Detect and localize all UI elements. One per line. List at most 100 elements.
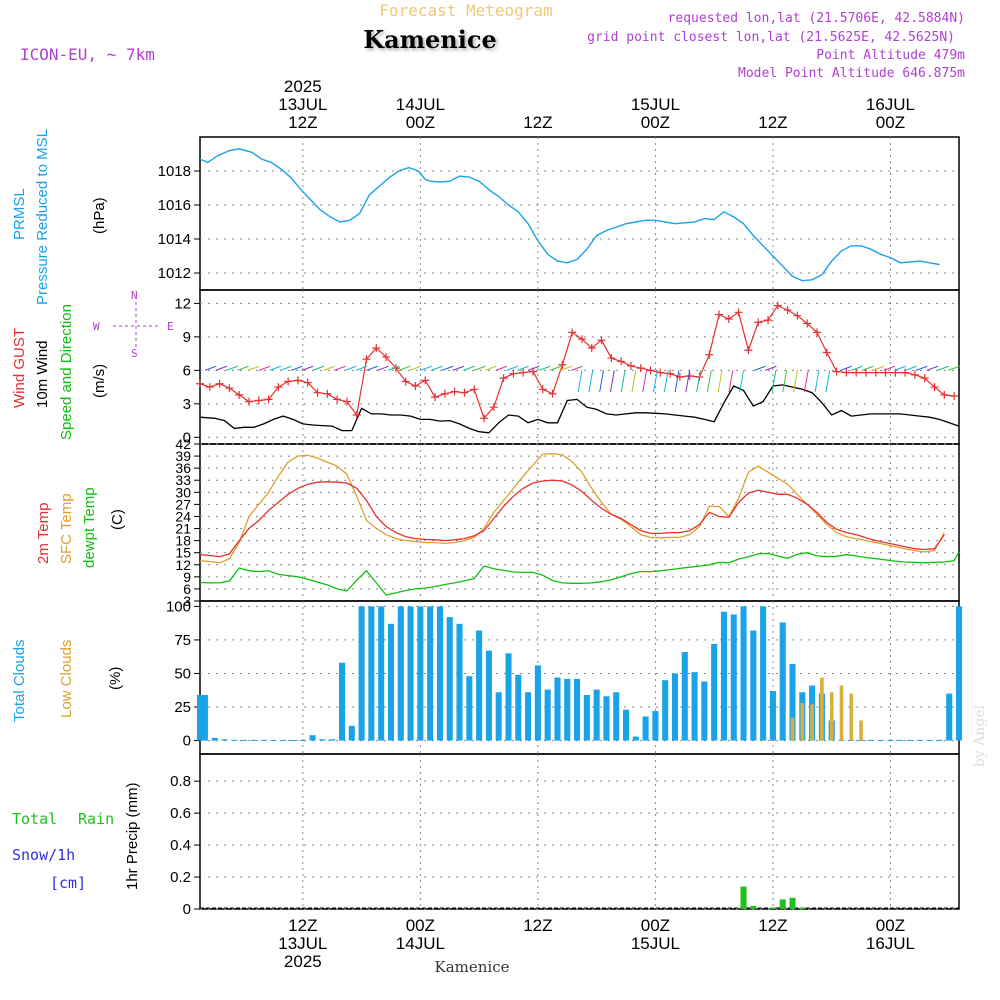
precip-rain-label: Rain [78, 810, 114, 828]
gust-marker [832, 367, 841, 376]
wind-direction-arrow [814, 370, 820, 393]
wind-compass: N W E S [93, 289, 174, 360]
wind-direction-arrow [872, 365, 885, 371]
gust-marker [734, 308, 743, 317]
wind-ytick-label: 12 [174, 295, 191, 312]
total-cloud-bar [936, 739, 943, 741]
gust-marker [685, 371, 694, 380]
total-cloud-bar [681, 652, 688, 741]
temp-dewpt-label: dewpt Temp [81, 487, 98, 568]
wind-direction-arrow [754, 365, 766, 371]
wind-direction-arrow [506, 365, 518, 371]
total-cloud-bar [495, 692, 502, 741]
gust-marker [450, 387, 459, 396]
low-cloud-bar [859, 720, 863, 741]
total-cloud-bar [877, 739, 884, 741]
total-cloud-bar [397, 606, 404, 741]
total-cloud-bar [534, 665, 541, 741]
gust-marker [333, 395, 342, 404]
gust-marker [470, 385, 479, 394]
gust-marker [910, 370, 919, 379]
wind-direction-arrow [344, 365, 357, 371]
total-cloud-bar [622, 709, 630, 741]
clouds-unit: (%) [107, 667, 124, 690]
total-cloud-bar [789, 664, 796, 741]
wind-direction-arrow [915, 365, 928, 371]
total-cloud-bar [525, 692, 532, 741]
precip-unit: 1hr Precip (mm) [124, 782, 141, 890]
wind-direction-arrow [937, 365, 949, 371]
gust-marker [215, 379, 224, 388]
precip-panel: 0 0.2 0.4 0.6 0.8 [170, 753, 960, 918]
total-cloud-bar [662, 680, 669, 741]
total-cloud-bar [926, 739, 933, 741]
precip-ytick-label: 0.4 [170, 837, 191, 854]
wind-direction-arrow [696, 370, 701, 393]
rain-bar [779, 899, 786, 909]
total-cloud-bar [750, 630, 757, 741]
total-cloud-bar [505, 653, 512, 741]
gust-marker [411, 381, 420, 390]
total-cloud-bar [574, 678, 581, 741]
top-hour-label: 12Z [523, 113, 552, 132]
gust-marker [577, 335, 586, 344]
gust-marker [519, 368, 528, 377]
temp-ytick-label: 12 [175, 557, 191, 573]
total-cloud-bar [720, 611, 727, 741]
wind-labels: Wind GUST 10m Wind Speed and Direction (… [11, 289, 174, 440]
requested-coords: requested lon,lat (21.5706E, 42.5884N) [668, 11, 965, 26]
gust-marker [372, 344, 381, 353]
gust-marker [303, 378, 312, 387]
sfc-temp-line [199, 453, 945, 564]
compass-w: W [93, 320, 100, 333]
total-clouds-label: Total Clouds [11, 639, 28, 722]
top-date-label: 16JUL [866, 95, 915, 114]
gust-marker [548, 389, 557, 398]
temp-sfc-label: SFC Temp [58, 493, 75, 564]
gust-marker [558, 360, 567, 369]
gust-marker [401, 377, 410, 386]
gust-marker [244, 397, 253, 406]
gust-marker [803, 319, 812, 328]
temp-labels: 2m Temp SFC Temp dewpt Temp (C) [35, 487, 126, 568]
total-cloud-bar [613, 692, 620, 741]
total-cloud-bar [769, 690, 776, 741]
gust-marker [225, 384, 234, 393]
pressure-ytick-label: 1014 [158, 231, 191, 248]
bottom-hour-label: 12Z [288, 916, 317, 935]
gust-marker [342, 397, 351, 406]
gust-marker [205, 383, 214, 392]
gust-marker [196, 379, 204, 388]
top-date-label: 13JUL [278, 95, 327, 114]
gust-marker [842, 368, 851, 377]
wind-direction-arrow [323, 365, 335, 371]
wind-direction-arrow [764, 365, 777, 371]
total-cloud-bar [906, 739, 914, 741]
total-cloud-bar [779, 622, 786, 741]
wind-direction-arrow [948, 365, 960, 371]
wind-direction-arrow [474, 365, 486, 371]
bottom-date-label: 14JUL [396, 934, 445, 953]
rain-bar [740, 886, 747, 909]
total-cloud-bar [593, 689, 600, 741]
wind-direction-arrow [706, 370, 712, 393]
wind-direction-arrow [366, 365, 378, 371]
temp-unit: (C) [109, 509, 126, 530]
total-cloud-bar [701, 681, 708, 741]
wind-direction-arrow [571, 365, 583, 371]
wind-direction-arrow [793, 370, 798, 393]
temp-ytick-label: 30 [175, 484, 191, 500]
total-cloud-bar [329, 739, 336, 741]
total-cloud-bar [446, 617, 453, 741]
wind-direction-arrow [452, 365, 465, 371]
pressure-line [199, 148, 940, 282]
gust-marker [480, 414, 489, 423]
low-cloud-bar [829, 692, 834, 741]
wind-direction-arrow [398, 365, 411, 371]
wind-ytick-label: 6 [183, 362, 191, 379]
precip-snow-label: Snow/1h [12, 846, 75, 864]
wind-direction-arrow [717, 370, 723, 393]
clouds-ytick-label: 0 [183, 733, 191, 750]
bottom-hour-label: 00Z [876, 916, 905, 935]
